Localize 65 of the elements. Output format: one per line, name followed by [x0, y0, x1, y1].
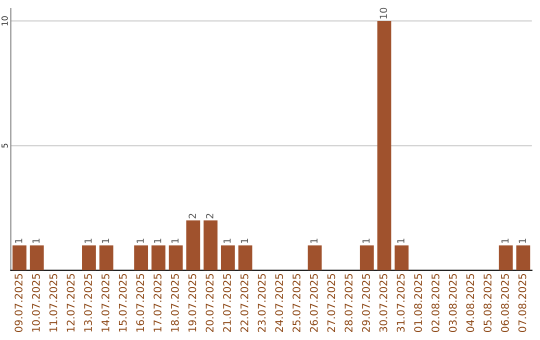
bar [394, 245, 409, 270]
x-tick-label: 06.08.2025 [500, 274, 509, 332]
x-tick-label: 13.07.2025 [84, 274, 92, 332]
bar [308, 245, 322, 270]
x-tick-label: 30.07.2025 [379, 274, 388, 332]
x-tick-label: 28.07.2025 [344, 274, 353, 332]
y-tick-label: 5 [2, 144, 8, 148]
bar [82, 245, 96, 270]
bar [168, 245, 183, 270]
data-label: 2 [188, 214, 196, 218]
x-tick-label: 05.08.2025 [484, 274, 492, 332]
bar [30, 245, 44, 270]
x-tick-label: 17.07.2025 [154, 274, 162, 332]
bar [498, 245, 513, 270]
x-tick-label: 21.07.2025 [223, 274, 231, 332]
x-tick-label: 27.07.2025 [327, 274, 336, 332]
data-label: 1 [136, 238, 144, 243]
x-tick-label: 01.08.2025 [414, 274, 422, 332]
x-tick-label: 29.07.2025 [362, 274, 370, 332]
bar [186, 220, 200, 270]
data-label: 1 [32, 238, 40, 243]
bar [360, 245, 374, 270]
x-tick-label: 18.07.2025 [170, 274, 179, 332]
data-label: 1 [102, 238, 110, 243]
x-tick-label: 04.08.2025 [466, 274, 474, 332]
data-label: 2 [206, 214, 214, 218]
bar [151, 245, 166, 270]
x-tick-label: 12.07.2025 [66, 274, 75, 332]
bar [99, 245, 114, 270]
data-label: 1 [501, 238, 509, 243]
x-tick-label: 09.07.2025 [14, 274, 23, 332]
bar [516, 245, 530, 270]
x-tick-label: 22.07.2025 [240, 274, 248, 332]
x-tick-label: 14.07.2025 [101, 274, 110, 332]
x-tick-label: 10.07.2025 [32, 274, 40, 332]
x-tick-label: 31.07.2025 [396, 274, 405, 332]
x-tick-label: 23.07.2025 [258, 274, 266, 332]
data-label: 1 [362, 238, 370, 243]
x-tick-label: 07.08.2025 [518, 274, 526, 332]
x-tick-label: 11.07.2025 [49, 274, 58, 332]
data-label: 1 [154, 238, 162, 243]
x-tick-label: 15.07.2025 [118, 274, 127, 332]
x-tick-label: 24.07.2025 [275, 274, 284, 332]
x-tick-label: 02.08.2025 [432, 274, 440, 332]
data-label: 1 [240, 238, 248, 243]
data-label: 1 [171, 238, 178, 243]
data-label: 1 [397, 238, 404, 243]
bar [377, 20, 392, 270]
bar [220, 245, 235, 270]
x-tick-label: 25.07.2025 [292, 274, 300, 332]
data-label: 1 [84, 238, 92, 243]
x-tick-label: 20.07.2025 [206, 274, 214, 332]
data-label: 10 [380, 8, 388, 19]
x-tick-label: 03.08.2025 [448, 274, 457, 332]
bar [238, 245, 252, 270]
data-label: 1 [15, 238, 22, 243]
x-tick-label: 16.07.2025 [136, 274, 144, 332]
data-label: 1 [224, 238, 231, 243]
bar [204, 220, 218, 270]
bar [134, 245, 148, 270]
data-label: 1 [518, 238, 526, 243]
data-label: 1 [310, 238, 318, 243]
x-tick-label: 19.07.2025 [188, 274, 196, 332]
bar [12, 245, 26, 270]
x-tick-label: 26.07.2025 [310, 274, 318, 332]
